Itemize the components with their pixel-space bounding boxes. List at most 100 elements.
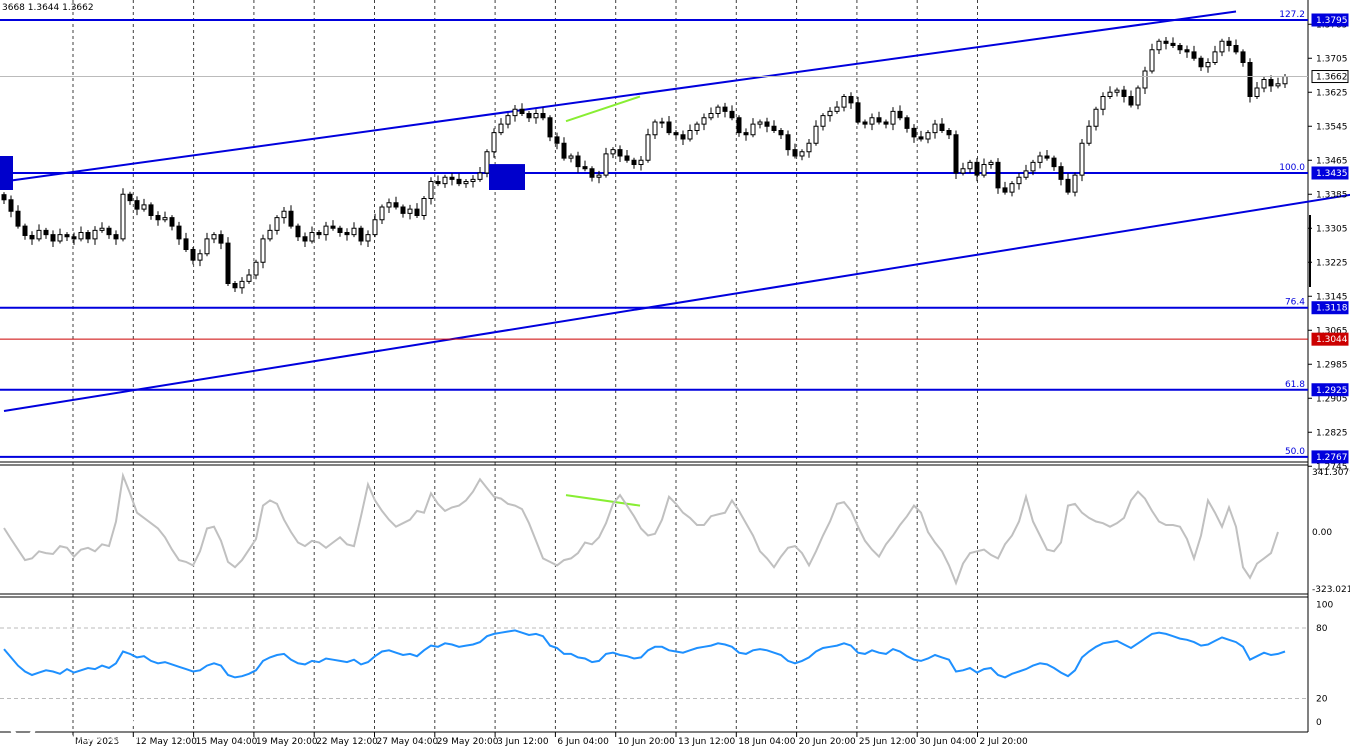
y-tick-label: 1.3385	[1316, 190, 1348, 200]
candle-body	[582, 166, 588, 170]
candle-body	[323, 225, 329, 236]
candle-body	[134, 200, 140, 210]
candle-body	[1247, 62, 1253, 97]
pane-borders	[0, 0, 1309, 733]
candle-body	[365, 234, 371, 242]
rsi-tick-label: 80	[1316, 624, 1328, 634]
candle-body	[855, 102, 861, 123]
candle-body	[554, 136, 560, 144]
candle-body	[995, 161, 1001, 189]
candle-body	[127, 193, 133, 202]
candle-body	[386, 202, 392, 208]
x-tick-label: 18 Jun 04:00	[738, 737, 795, 747]
candle-body	[15, 210, 21, 227]
trend-channel	[3, 10, 1350, 412]
candle-body	[750, 123, 756, 136]
cci-line	[3, 471, 1279, 586]
candle-body	[715, 106, 721, 114]
candle-body	[659, 121, 665, 124]
candle-body	[78, 232, 84, 240]
candle-body	[1149, 49, 1155, 72]
candle-body	[1163, 40, 1169, 44]
channel-upper	[3, 10, 1237, 183]
candle-body	[1142, 70, 1148, 89]
x-tick-label: 25 Jun 12:00	[859, 737, 916, 747]
candle-body	[932, 123, 938, 134]
candle-body	[463, 181, 469, 185]
candle-body	[71, 236, 77, 240]
candle-body	[1107, 91, 1113, 97]
x-tick-label: 27 May 04:00	[377, 737, 439, 747]
candle-body	[799, 151, 805, 157]
y-tick-label: 1.3545	[1316, 122, 1348, 132]
candle-body	[113, 234, 119, 240]
rsi-tick-label: 20	[1316, 695, 1328, 705]
candle-body	[1233, 45, 1239, 53]
candle-body	[526, 113, 532, 119]
candle-body	[190, 249, 196, 261]
candle-body	[792, 149, 798, 157]
candle-body	[36, 229, 42, 240]
candle-body	[960, 168, 966, 174]
candle-body	[183, 238, 189, 250]
candle-body	[288, 210, 294, 227]
candle-body	[925, 132, 931, 140]
candle-body	[617, 149, 623, 157]
candle-body	[1100, 96, 1106, 110]
candle-body	[1037, 155, 1043, 163]
candle-body	[253, 261, 259, 276]
candle-body	[106, 227, 112, 236]
x-tick-label: 15 May 04:00	[196, 737, 258, 747]
candle-body	[743, 132, 749, 136]
candle-body	[281, 210, 287, 219]
x-tick-label: 22 May 12:00	[316, 737, 378, 747]
candle-body	[477, 172, 483, 180]
level-label: 76.4	[1285, 298, 1305, 308]
candle-body	[1058, 166, 1064, 180]
channel-lower	[3, 193, 1350, 412]
rsi-indicator	[3, 629, 1286, 679]
candle-body	[1135, 87, 1141, 106]
candle-body	[274, 217, 280, 231]
candle-body	[610, 149, 616, 155]
price-tag	[1311, 301, 1349, 315]
candle-body	[736, 117, 742, 134]
y-tick-label: 1.3465	[1316, 156, 1348, 166]
x-tick-label: 13 Jun 12:00	[678, 737, 735, 747]
candle-body	[8, 199, 14, 212]
candle-body	[169, 217, 175, 227]
candle-body	[988, 161, 994, 165]
candle-body	[883, 121, 889, 125]
fibonacci-levels: 127.2 100.0 76.4 61.8 50.0	[0, 10, 1308, 458]
candle-body	[260, 238, 266, 263]
candle-body	[869, 117, 875, 125]
gear-icon	[7, 709, 39, 741]
candle-body	[876, 117, 882, 123]
candle-body	[400, 206, 406, 214]
candle-body	[211, 234, 217, 240]
candle-body	[547, 117, 553, 138]
candle-body	[50, 234, 56, 242]
candle-body	[1002, 187, 1008, 193]
candle-body	[1128, 96, 1134, 106]
candle-body	[1079, 142, 1085, 176]
candle-body	[120, 193, 126, 240]
candle-body	[967, 161, 973, 170]
candle-body	[358, 227, 364, 242]
candle-body	[680, 134, 686, 140]
candle-body	[1156, 40, 1162, 51]
candle-body	[267, 229, 273, 240]
candle-body	[316, 232, 322, 236]
candle-body	[421, 198, 427, 216]
candle-body	[197, 253, 203, 261]
candle-body	[218, 234, 224, 244]
x-tick-label: 30 Jun 04:00	[919, 737, 976, 747]
candle-body	[372, 219, 378, 236]
cci-tick-label: -323.0213	[1312, 585, 1350, 595]
candle-body	[1282, 76, 1288, 85]
candle-body	[1177, 45, 1183, 51]
y-tick-label: 1.2745	[1316, 462, 1348, 472]
level-label: 127.2	[1279, 10, 1305, 20]
candle-body	[1093, 108, 1099, 127]
